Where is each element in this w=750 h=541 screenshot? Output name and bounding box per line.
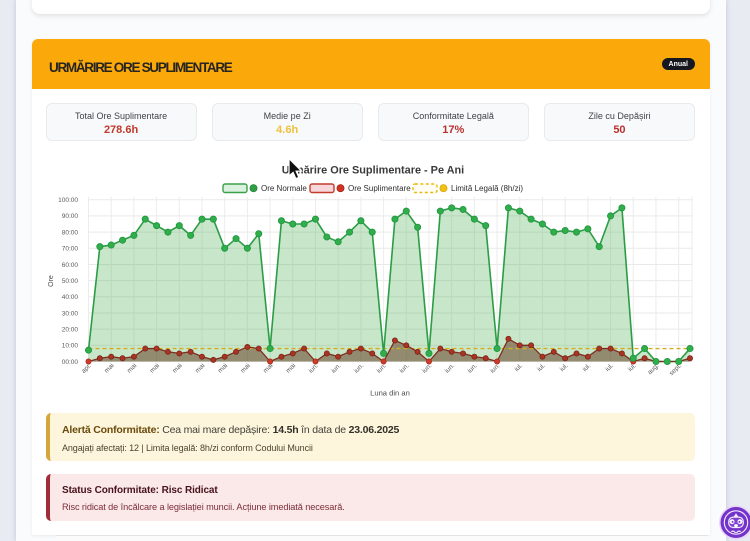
svg-text:30:00: 30:00 (62, 310, 79, 317)
svg-text:iun.: iun. (489, 362, 501, 374)
svg-text:100:00: 100:00 (58, 197, 78, 204)
svg-text:iun.: iun. (308, 362, 320, 374)
svg-text:50:00: 50:00 (62, 278, 79, 285)
svg-text:70:00: 70:00 (62, 246, 79, 253)
svg-text:20:00: 20:00 (62, 326, 79, 333)
svg-text:mai: mai (285, 362, 297, 374)
svg-text:sept.: sept. (668, 362, 683, 377)
svg-text:iul.: iul. (604, 362, 615, 373)
svg-text:Limită Legală (8h/zi): Limită Legală (8h/zi) (451, 184, 523, 193)
svg-text:Ore: Ore (48, 275, 55, 287)
svg-text:90:00: 90:00 (62, 213, 79, 220)
svg-text:Luna din an: Luna din an (370, 389, 410, 398)
svg-text:mai: mai (149, 362, 161, 374)
svg-text:Urmărire Ore Suplimentare - Pe: Urmărire Ore Suplimentare - Pe Ani (282, 165, 464, 177)
svg-text:mai: mai (239, 362, 251, 374)
svg-text:iun.: iun. (330, 362, 342, 374)
svg-text:iun.: iun. (376, 362, 388, 374)
svg-text:iun.: iun. (421, 362, 433, 374)
svg-text:mai: mai (217, 362, 229, 374)
svg-text:iun.: iun. (466, 362, 478, 374)
svg-text:iun.: iun. (353, 362, 365, 374)
svg-text:Ore Suplimentare: Ore Suplimentare (348, 184, 411, 193)
svg-text:mai: mai (194, 362, 206, 374)
svg-text:apr.: apr. (80, 362, 93, 375)
svg-text:iun.: iun. (398, 362, 410, 374)
svg-text:40:00: 40:00 (62, 294, 79, 301)
svg-text:Ore Normale: Ore Normale (261, 184, 307, 193)
svg-text:iun.: iun. (444, 362, 456, 374)
svg-text:iul.: iul. (559, 362, 570, 373)
svg-text:mai: mai (103, 362, 115, 374)
svg-text:10:00: 10:00 (62, 343, 79, 350)
svg-text:mai: mai (262, 362, 274, 374)
svg-text:60:00: 60:00 (62, 262, 79, 269)
svg-text:00:00: 00:00 (62, 359, 79, 366)
svg-text:80:00: 80:00 (62, 229, 79, 236)
svg-text:iul.: iul. (513, 362, 524, 373)
svg-text:iul.: iul. (581, 362, 592, 373)
svg-text:iul.: iul. (627, 362, 638, 373)
svg-text:aug.: aug. (646, 362, 660, 376)
svg-text:iul.: iul. (536, 362, 547, 373)
svg-text:mai: mai (171, 362, 183, 374)
svg-text:mai: mai (126, 362, 138, 374)
